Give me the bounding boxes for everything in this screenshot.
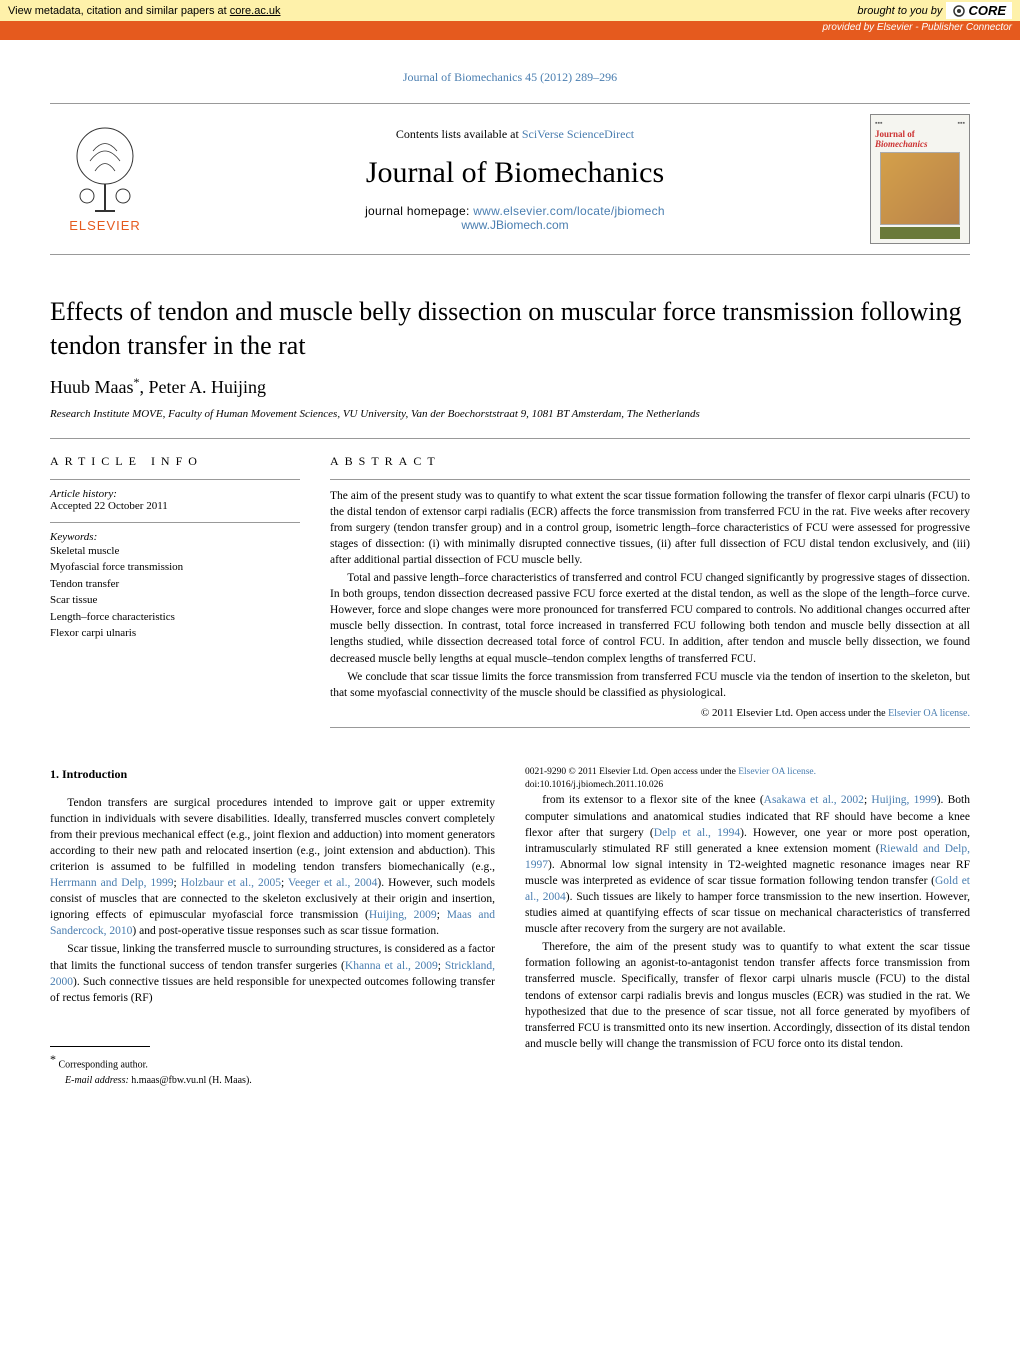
homepage-link2[interactable]: www.JBiomech.com (461, 218, 568, 232)
journal-cover-thumb[interactable]: ▪▪▪▪▪▪ Journal of Biomechanics (870, 114, 970, 244)
citation-link[interactable]: Journal of Biomechanics 45 (2012) 289–29… (403, 70, 617, 84)
elsevier-logo[interactable]: ELSEVIER (50, 126, 160, 233)
info-abstract-row: ARTICLE INFO Article history: Accepted 2… (50, 454, 970, 736)
ref-link[interactable]: Gold et al., 2004 (525, 875, 970, 903)
keyword: Length–force characteristics (50, 609, 300, 626)
article-title: Effects of tendon and muscle belly disse… (50, 295, 970, 363)
article-info-heading: ARTICLE INFO (50, 454, 300, 469)
journal-title: Journal of Biomechanics (160, 156, 870, 190)
article-info-col: ARTICLE INFO Article history: Accepted 2… (50, 454, 300, 736)
journal-header: ELSEVIER Contents lists available at Sci… (50, 103, 970, 255)
corr-asterisk: * (134, 375, 140, 389)
contents-prefix: Contents lists available at (396, 127, 522, 141)
keywords-label: Keywords: (50, 531, 300, 543)
issn-prefix: 0021-9290 © 2011 Elsevier Ltd. (525, 767, 651, 777)
bottom-meta: 0021-9290 © 2011 Elsevier Ltd. Open acce… (525, 766, 970, 793)
footnote-asterisk: * (50, 1052, 56, 1066)
abstract-copyright: © 2011 Elsevier Ltd. Open access under t… (330, 707, 970, 719)
abstract-text: The aim of the present study was to quan… (330, 488, 970, 701)
core-brought-text: brought to you by (857, 5, 942, 17)
cover-title: Journal of Biomechanics (875, 129, 965, 149)
core-logo[interactable]: CORE (946, 2, 1012, 19)
keyword: Myofascial force transmission (50, 559, 300, 576)
homepage-prefix: journal homepage: (365, 204, 473, 218)
core-logo-text: CORE (968, 3, 1006, 18)
ref-link[interactable]: Asakawa et al., 2002 (764, 794, 864, 806)
authors: Huub Maas*, Peter A. Huijing (50, 375, 970, 398)
author2: Peter A. Huijing (149, 377, 267, 397)
email-value: h.maas@fbw.vu.nl (H. Maas). (131, 1075, 251, 1086)
keywords-list: Skeletal muscle Myofascial force transmi… (50, 543, 300, 642)
elsevier-tree-icon (65, 126, 145, 216)
elsevier-text: ELSEVIER (69, 218, 141, 233)
ref-link[interactable]: Delp et al., 1994 (654, 827, 740, 839)
intro-heading: 1. Introduction (50, 766, 495, 783)
email-label: E-mail address: (65, 1075, 129, 1086)
homepage-link[interactable]: www.elsevier.com/locate/jbiomech (473, 204, 665, 218)
keyword: Scar tissue (50, 592, 300, 609)
issn-mid: Open access under the (651, 767, 739, 777)
corr-author-label: Corresponding author. (59, 1059, 148, 1070)
affiliation: Research Institute MOVE, Faculty of Huma… (50, 408, 970, 420)
divider-top (50, 438, 970, 439)
core-right: brought to you by CORE (857, 2, 1012, 19)
header-center: Contents lists available at SciVerse Sci… (160, 127, 870, 232)
core-left: View metadata, citation and similar pape… (8, 5, 281, 17)
accepted-date: Accepted 22 October 2011 (50, 500, 300, 512)
ref-link[interactable]: Khanna et al., 2009 (345, 960, 438, 972)
citation-line: Journal of Biomechanics 45 (2012) 289–29… (50, 70, 970, 85)
body-section: 1. Introduction Tendon transfers are sur… (50, 766, 970, 1088)
intro-p3: from its extensor to a flexor site of th… (525, 792, 970, 937)
keyword: Flexor carpi ulnaris (50, 625, 300, 642)
cover-image (880, 152, 960, 225)
ref-link[interactable]: Veeger et al., 2004 (288, 877, 377, 889)
history-label: Article history: (50, 488, 300, 500)
oa-license-link-bottom[interactable]: Elsevier OA license. (738, 767, 816, 777)
keyword: Skeletal muscle (50, 543, 300, 560)
sciencedirect-link[interactable]: SciVerse ScienceDirect (522, 127, 634, 141)
abstract-p2: Total and passive length–force character… (330, 570, 970, 667)
abstract-col: ABSTRACT The aim of the present study wa… (330, 454, 970, 736)
ref-link[interactable]: Riewald and Delp, 1997 (525, 843, 970, 871)
ref-link[interactable]: Herrmann and Delp, 1999 (50, 877, 174, 889)
cover-header: ▪▪▪▪▪▪ (875, 119, 965, 127)
footnote: * Corresponding author. E-mail address: … (50, 1051, 495, 1088)
author1: Huub Maas (50, 377, 134, 397)
intro-p1: Tendon transfers are surgical procedures… (50, 795, 495, 940)
copyright-mid: Open access under the (796, 708, 888, 719)
ref-link[interactable]: Holzbaur et al., 2005 (181, 877, 281, 889)
contents-line: Contents lists available at SciVerse Sci… (160, 127, 870, 142)
provided-by-bar: provided by Elsevier - Publisher Connect… (0, 21, 1020, 34)
abstract-p1: The aim of the present study was to quan… (330, 488, 970, 568)
ref-link[interactable]: Huijing, 1999 (871, 794, 936, 806)
intro-p4: Therefore, the aim of the present study … (525, 939, 970, 1052)
ref-link[interactable]: Huijing, 2009 (369, 909, 437, 921)
copyright-prefix: © 2011 Elsevier Ltd. (701, 707, 796, 719)
core-link[interactable]: core.ac.uk (230, 5, 281, 17)
oa-license-link[interactable]: Elsevier OA license. (888, 708, 970, 719)
abstract-p3: We conclude that scar tissue limits the … (330, 669, 970, 701)
footnote-separator (50, 1046, 150, 1047)
core-icon (952, 4, 966, 18)
homepage-line: journal homepage: www.elsevier.com/locat… (160, 204, 870, 218)
body-columns: 1. Introduction Tendon transfers are sur… (50, 766, 970, 1088)
core-left-text: View metadata, citation and similar pape… (8, 5, 230, 17)
abstract-heading: ABSTRACT (330, 454, 970, 469)
doi-text: doi:10.1016/j.jbiomech.2011.10.026 (525, 780, 663, 790)
core-banner: View metadata, citation and similar pape… (0, 0, 1020, 21)
intro-p2: Scar tissue, linking the transferred mus… (50, 941, 495, 1005)
cover-bottom (880, 227, 960, 239)
keyword: Tendon transfer (50, 576, 300, 593)
homepage-line2: www.JBiomech.com (160, 218, 870, 232)
